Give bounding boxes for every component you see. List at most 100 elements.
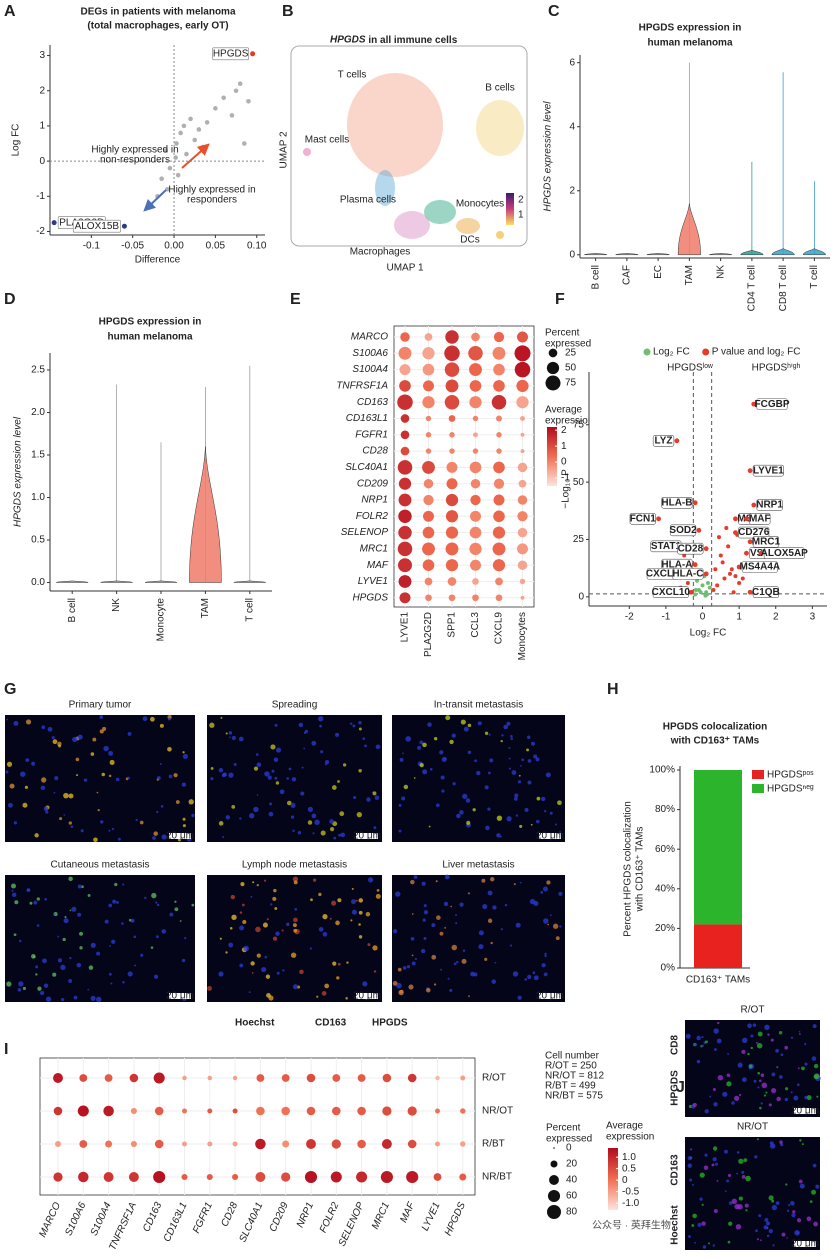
cell: [239, 911, 243, 914]
cluster-label: Plasma cells: [340, 195, 396, 206]
cell: [218, 821, 224, 826]
cell: [726, 1179, 730, 1183]
column-label: CD163L1: [162, 1201, 190, 1244]
cell: [786, 1209, 790, 1212]
cell: [798, 1033, 801, 1035]
scale-bar: [356, 833, 378, 839]
cell: [264, 771, 270, 777]
cell: [41, 777, 47, 783]
x-tick-label: TAM: [200, 598, 211, 618]
cell: [500, 928, 503, 931]
dot: [472, 448, 479, 454]
dot: [154, 1139, 164, 1149]
cell: [544, 810, 547, 813]
cell: [25, 758, 30, 763]
colorbar: [547, 427, 557, 486]
cell: [776, 1096, 781, 1102]
cell: [375, 893, 381, 899]
dot: [470, 559, 481, 571]
cell: [351, 899, 356, 905]
cell: [109, 945, 112, 947]
dot: [356, 1171, 368, 1183]
cell: [298, 722, 304, 728]
cell: [52, 972, 57, 977]
cell: [781, 1232, 786, 1237]
cell: [72, 736, 78, 743]
cell: [506, 816, 512, 822]
cell: [297, 830, 302, 835]
cell: [431, 954, 437, 960]
point: [237, 81, 243, 87]
cell: [771, 1199, 775, 1203]
cell: [790, 1201, 795, 1206]
cell: [358, 721, 362, 725]
cell: [476, 770, 481, 776]
cell: [694, 1241, 696, 1244]
cell: [544, 952, 547, 956]
dot: [232, 1141, 238, 1147]
cell: [413, 777, 416, 779]
cell: [485, 825, 490, 831]
cell: [526, 748, 530, 752]
cell: [292, 829, 295, 833]
cell: [114, 882, 118, 887]
cell: [191, 813, 195, 818]
cluster-label: Macrophages: [350, 247, 411, 258]
row-label: NR/BT: [482, 1172, 512, 1183]
cell: [321, 991, 327, 996]
scale-bar-label: 20 μm: [166, 991, 194, 1002]
cell: [426, 987, 431, 993]
cell: [253, 806, 259, 813]
chart-title: human melanoma: [647, 38, 732, 49]
x-tick-label: 2: [773, 612, 779, 623]
point: [204, 120, 210, 125]
point-label: CXCL9: [646, 569, 679, 580]
dot: [206, 1173, 213, 1181]
y-tick-label: 60%: [655, 844, 675, 855]
x-tick-label: EC: [653, 265, 664, 279]
cell: [117, 837, 121, 841]
cell: [53, 913, 56, 916]
violin-body: [709, 252, 733, 256]
cell: [542, 886, 548, 892]
cell: [750, 1034, 754, 1038]
cell: [76, 774, 79, 777]
cell: [478, 930, 484, 936]
dot: [423, 478, 434, 489]
cell: [768, 1228, 773, 1234]
cell: [508, 767, 511, 770]
cell: [692, 1183, 694, 1186]
cell: [692, 1213, 697, 1219]
cluster: [424, 200, 456, 224]
cell: [77, 734, 83, 740]
cell: [182, 824, 186, 828]
chart-title: HPGDS colocalization: [663, 722, 767, 733]
dot: [398, 525, 412, 540]
cell: [696, 1035, 701, 1041]
cell: [508, 757, 511, 760]
cell: [337, 780, 340, 783]
dot: [435, 1075, 440, 1081]
cell: [103, 745, 109, 752]
dot: [382, 1106, 392, 1116]
x-tick-label: -0.05: [121, 241, 144, 252]
cell: [759, 1106, 762, 1110]
legend-dot: [643, 348, 651, 356]
cell-number: NR/OT = 812: [545, 1071, 604, 1082]
cell: [691, 1224, 695, 1227]
x-tick-label: T cell: [809, 265, 820, 289]
cell: [752, 1023, 757, 1027]
cell: [68, 821, 72, 825]
dot: [422, 542, 435, 556]
cell: [801, 1143, 804, 1146]
cell: [173, 773, 178, 778]
cell: [231, 804, 236, 809]
cell: [514, 793, 519, 798]
cell: [806, 1095, 812, 1101]
colorbar-label: -1: [561, 473, 570, 484]
dot: [496, 448, 502, 454]
cell: [738, 1158, 744, 1164]
panel-label: H: [607, 681, 619, 698]
cell: [290, 802, 296, 808]
cell: [775, 1201, 780, 1206]
